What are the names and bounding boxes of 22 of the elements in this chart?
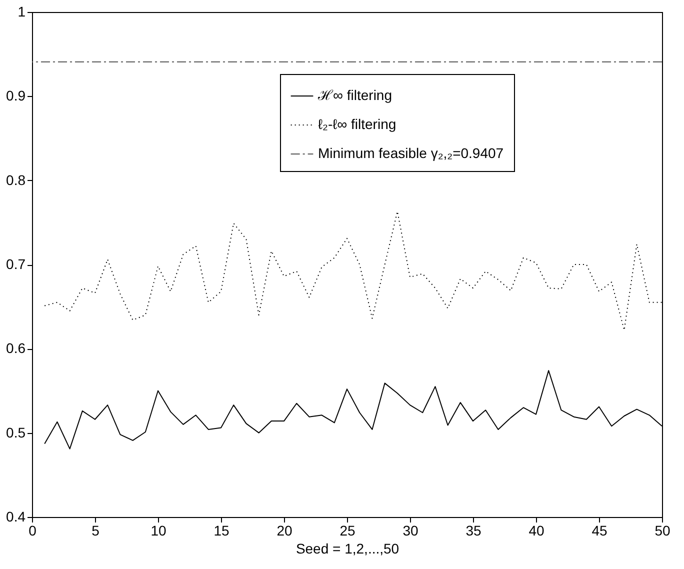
legend-label: Minimum feasible γ₂,₂=0.9407 [318,145,504,161]
x-tick-label: 45 [592,522,608,538]
y-tick-label: 0.9 [6,88,26,104]
x-tick-label: 20 [276,522,292,538]
x-tick-label: 30 [402,522,418,538]
x-axis-title: Seed = 1,2,...,50 [296,540,400,556]
x-tick-label: 25 [340,522,356,538]
y-tick-label: 0.6 [6,340,26,356]
x-tick-label: 35 [466,522,482,538]
y-tick-label: 0.8 [6,172,26,188]
legend-label: ℋ∞ filtering [317,87,392,103]
x-tick-label: 5 [92,522,100,538]
x-tick-label: 15 [214,522,230,538]
y-tick-label: 0.4 [6,508,26,524]
y-tick-label: 0.7 [6,256,26,272]
x-tick-label: 10 [150,522,166,538]
y-tick-label: 0.5 [6,424,26,440]
y-tick-label: 1 [18,4,26,20]
x-tick-label: 40 [528,522,544,538]
legend-label: ℓ₂-ℓ∞ filtering [318,116,396,132]
x-tick-label: 0 [28,522,37,538]
x-tick-label: 50 [654,522,670,538]
